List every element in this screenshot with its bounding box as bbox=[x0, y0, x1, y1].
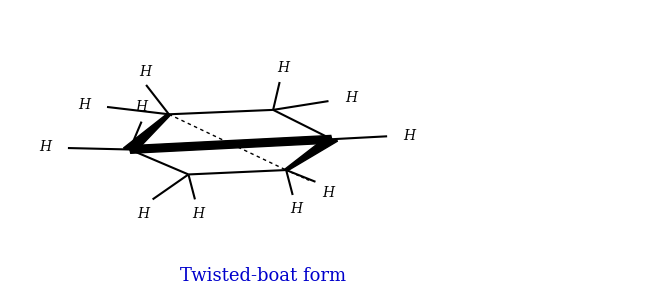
Text: H: H bbox=[79, 98, 91, 112]
Text: H: H bbox=[139, 65, 152, 79]
Polygon shape bbox=[129, 135, 332, 153]
Text: H: H bbox=[135, 100, 148, 114]
Text: H: H bbox=[277, 61, 289, 75]
Text: H: H bbox=[290, 202, 302, 216]
Text: Twisted-boat form: Twisted-boat form bbox=[180, 267, 346, 285]
Text: H: H bbox=[403, 129, 415, 143]
Text: H: H bbox=[345, 91, 357, 105]
Polygon shape bbox=[124, 114, 171, 151]
Text: H: H bbox=[137, 207, 149, 221]
Text: H: H bbox=[322, 186, 334, 200]
Polygon shape bbox=[284, 138, 338, 170]
Text: H: H bbox=[39, 140, 52, 154]
Text: H: H bbox=[192, 207, 204, 221]
